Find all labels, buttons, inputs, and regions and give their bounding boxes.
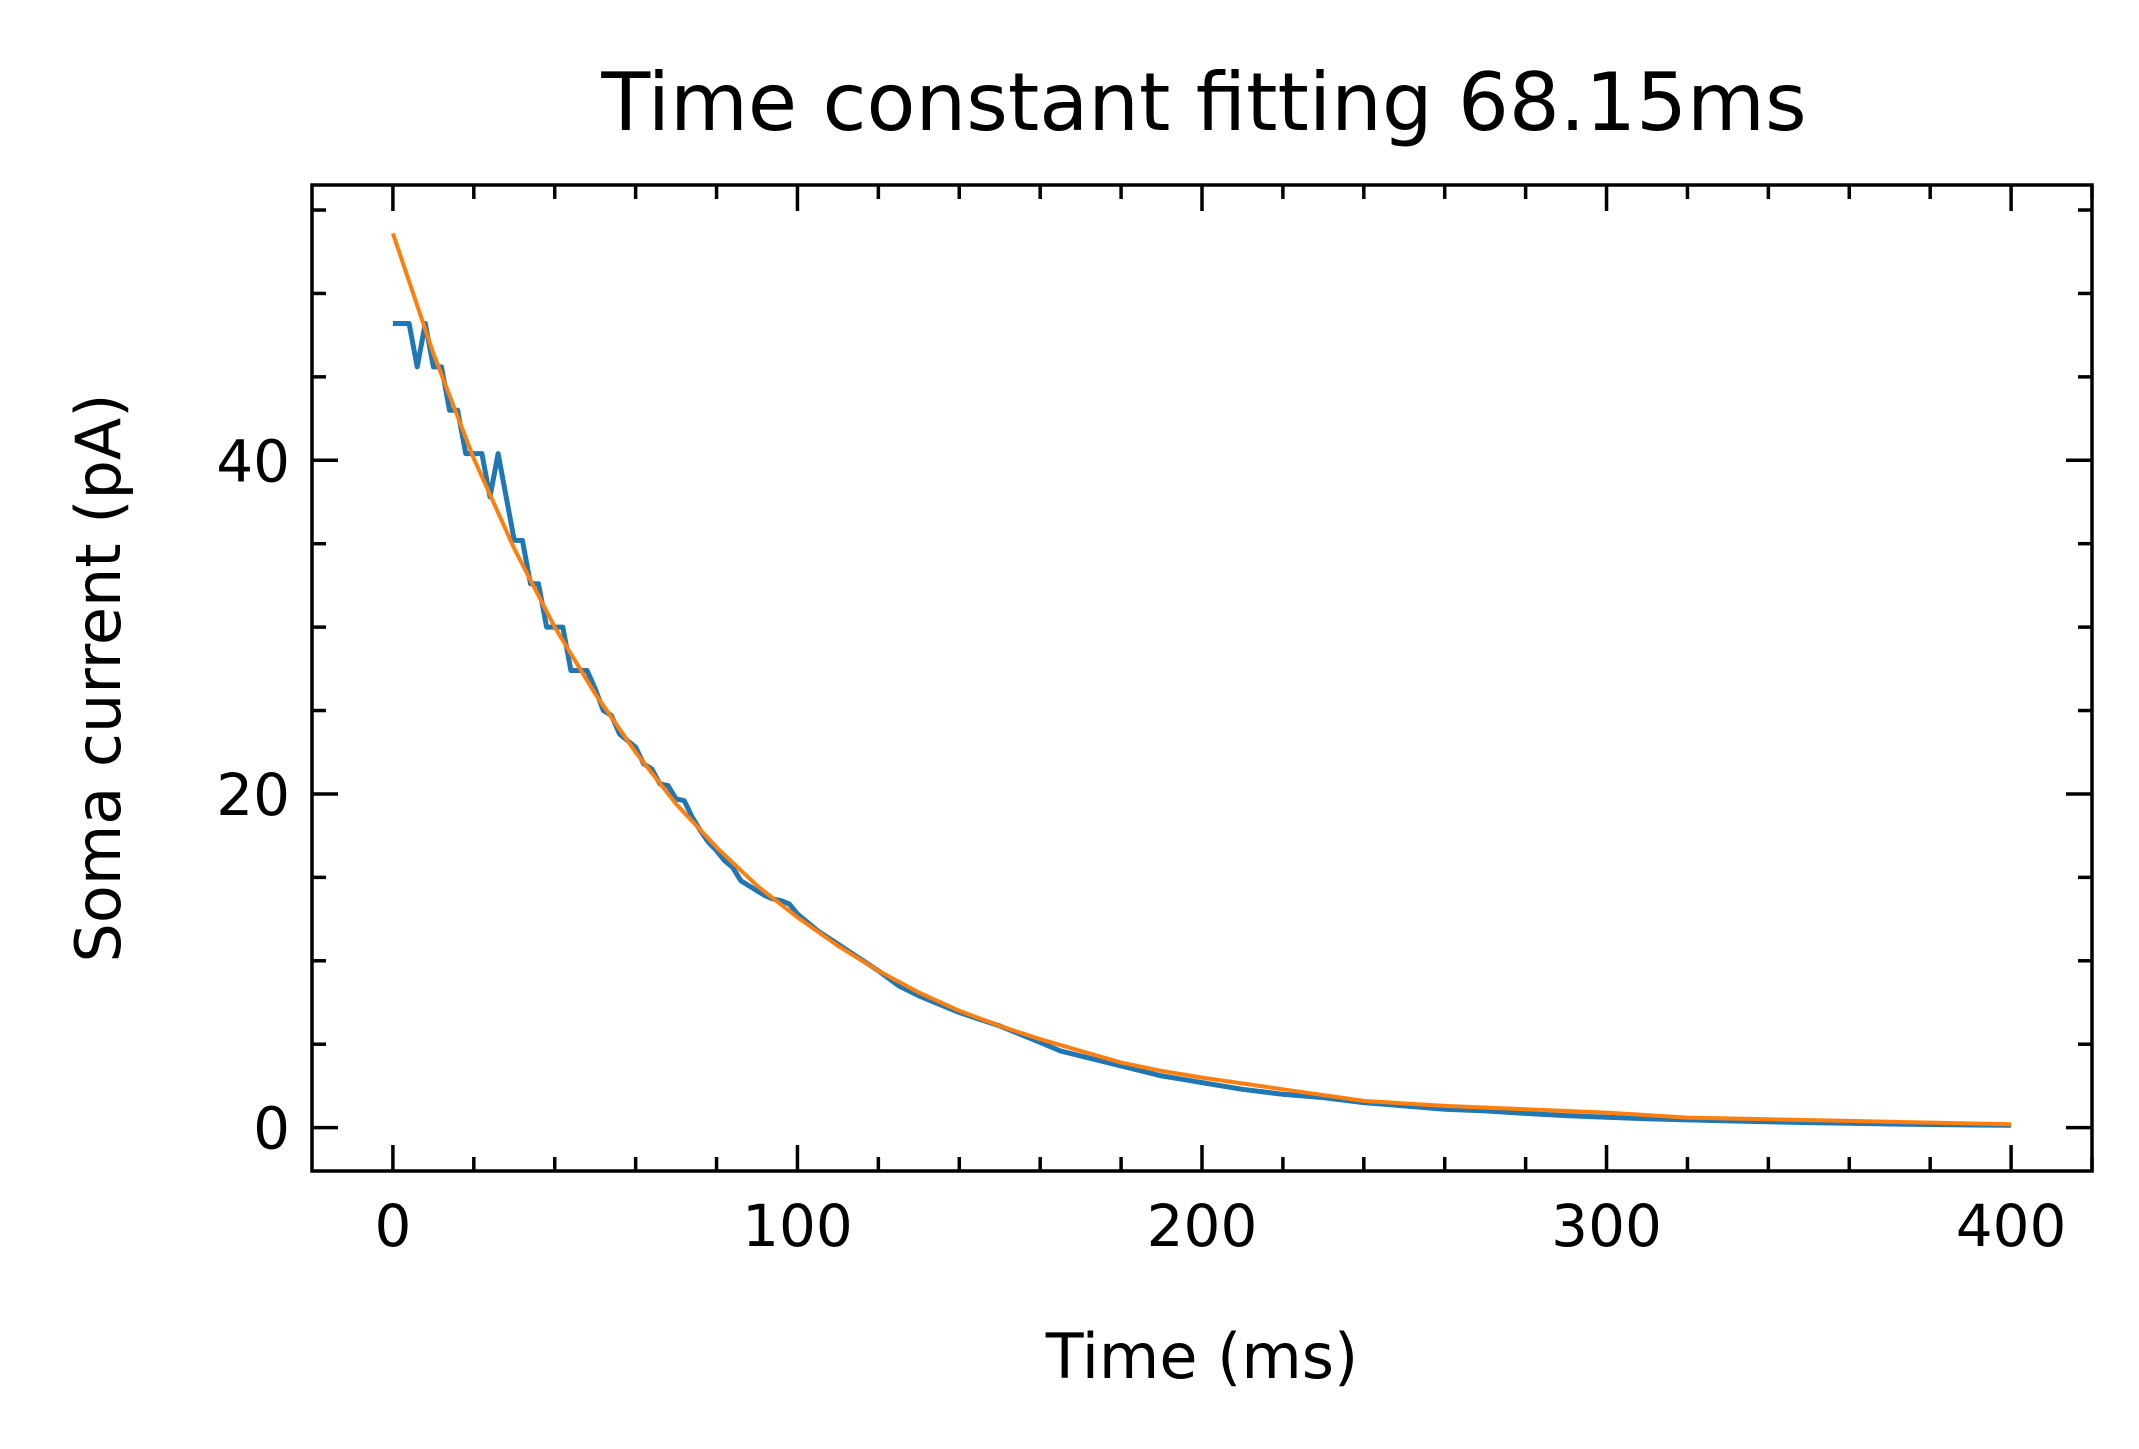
y-axis-label: Soma current (pA) [62, 394, 135, 963]
y-tick-label: 40 [216, 427, 290, 495]
plot-frame [310, 183, 2094, 1173]
y-tick-label: 0 [253, 1095, 290, 1163]
x-tick-label: 100 [742, 1192, 853, 1260]
series-line-2 [391, 232, 2012, 1127]
x-tick-label: 300 [1551, 1192, 1662, 1260]
y-tick-label: 20 [216, 761, 290, 829]
x-tick-label: 0 [374, 1192, 411, 1260]
series-line-1 [392, 321, 2012, 1128]
chart-title: Time constant fitting 68.15ms [600, 56, 1806, 149]
plot-area: 0 100 200 300 400 0 20 40 [216, 183, 2094, 1260]
x-tick-label: 400 [1956, 1192, 2067, 1260]
x-tick-label: 200 [1147, 1192, 1258, 1260]
x-axis-label: Time (ms) [1045, 1320, 1359, 1393]
series-layer [391, 232, 2012, 1128]
ticks-layer: 0 100 200 300 400 0 20 40 [216, 185, 2094, 1260]
